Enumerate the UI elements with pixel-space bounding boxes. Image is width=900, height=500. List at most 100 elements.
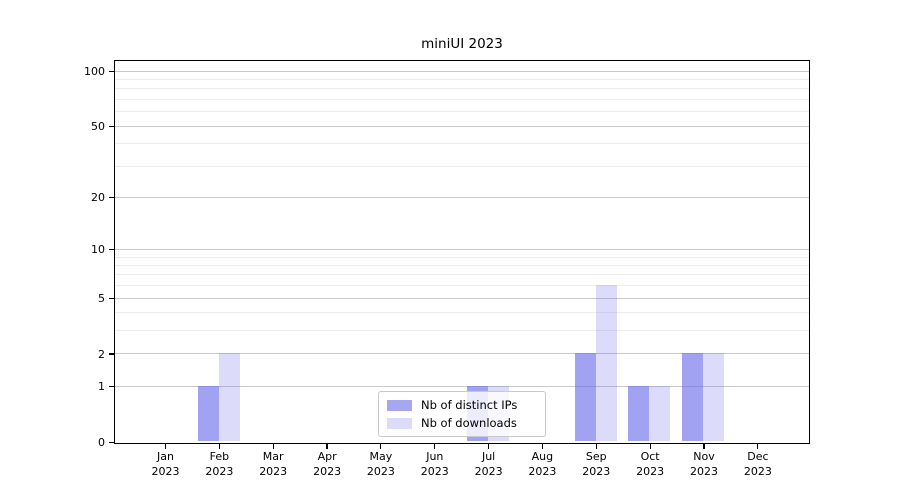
x-tick-label-sep: Sep 2023: [568, 450, 624, 479]
gridline-y-80: [115, 88, 809, 90]
gridline-y-10: [115, 248, 809, 250]
gridline-y-9: [115, 256, 809, 258]
y-tick-label-0: 0: [98, 435, 105, 449]
y-tick-mark-20: [109, 197, 114, 199]
x-tick-year: 2023: [636, 464, 665, 478]
chart-title: miniUI 2023: [421, 36, 503, 52]
y-tick-label-10: 10: [91, 243, 105, 257]
bar-sep-distinct-ips: [574, 353, 596, 442]
bar-nov-downloads: [703, 353, 725, 442]
gridline-y-8: [115, 264, 809, 266]
x-tick-year: 2023: [743, 464, 772, 478]
y-tick-mark-100: [109, 70, 114, 73]
x-tick-month: Dec: [747, 450, 769, 463]
x-tick-label-apr: Apr 2023: [299, 450, 355, 479]
x-tick-month: Aug: [531, 450, 554, 463]
gridline-y-90: [115, 79, 809, 81]
x-tick-month: Mar: [262, 450, 284, 463]
y-tick-label-5: 5: [98, 291, 105, 305]
gridline-y-50: [115, 125, 809, 127]
y-tick-label-20: 20: [91, 191, 105, 205]
x-tick-year: 2023: [313, 464, 342, 478]
y-tick-label-100: 100: [84, 65, 105, 78]
x-tick-year: 2023: [151, 464, 180, 478]
y-tick-mark-10: [109, 249, 114, 251]
legend-label: Nb of downloads: [421, 416, 517, 430]
x-tick-year: 2023: [205, 464, 234, 478]
x-tick-label-mar: Mar 2023: [245, 450, 301, 479]
x-tick-year: 2023: [690, 464, 718, 478]
x-tick-month: Apr: [317, 450, 337, 463]
x-tick-label-aug: Aug 2023: [514, 450, 570, 479]
x-tick-mark-oct: [649, 444, 651, 449]
x-tick-mark-jan: [164, 444, 167, 449]
y-tick-mark-2: [109, 353, 114, 355]
x-tick-year: 2023: [420, 464, 449, 478]
x-tick-label-jul: Jul 2023: [461, 450, 517, 479]
legend-item-downloads: Nb of downloads: [387, 416, 537, 430]
y-tick-label-1: 1: [98, 380, 105, 393]
x-tick-mark-dec: [757, 444, 759, 449]
x-tick-month: Feb: [209, 450, 230, 463]
x-tick-mark-apr: [326, 444, 328, 449]
y-tick-label-2: 2: [98, 347, 105, 361]
gridline-y-6: [115, 285, 809, 287]
x-tick-month: Nov: [693, 450, 715, 463]
y-tick-mark-5: [109, 297, 114, 299]
plot-area: Nb of distinct IPs Nb of downloads: [114, 60, 810, 444]
gridline-y-3: [115, 330, 809, 332]
x-tick-mark-jun: [434, 444, 436, 449]
x-tick-year: 2023: [366, 464, 395, 478]
x-tick-mark-feb: [218, 444, 220, 449]
x-tick-mark-aug: [541, 444, 543, 449]
x-tick-month: Jun: [426, 450, 444, 463]
gridline-y-2: [115, 353, 809, 355]
x-tick-year: 2023: [528, 464, 557, 478]
y-tick-mark-0: [109, 441, 114, 443]
y-tick-label-50: 50: [91, 119, 105, 133]
x-tick-label-feb: Feb 2023: [191, 450, 247, 479]
bar-nov-distinct-ips: [682, 353, 704, 442]
x-tick-mark-nov: [703, 444, 705, 449]
bar-feb-downloads: [218, 353, 240, 442]
bar-feb-distinct-ips: [197, 385, 219, 442]
x-tick-year: 2023: [582, 464, 611, 478]
x-tick-month: Oct: [640, 450, 660, 463]
gridline-y-20: [115, 196, 809, 198]
x-tick-label-jan: Jan 2023: [138, 450, 194, 479]
gridline-y-1: [115, 385, 809, 387]
gridline-y-30: [115, 165, 809, 167]
gridline-y-70: [115, 99, 809, 100]
legend: Nb of distinct IPs Nb of downloads: [378, 391, 546, 437]
bar-oct-distinct-ips: [628, 385, 650, 442]
x-tick-mark-sep: [595, 444, 597, 449]
legend-swatch-downloads-icon: [387, 417, 412, 429]
x-tick-label-may: May 2023: [353, 450, 409, 479]
legend-swatch-distinct-ips-icon: [387, 399, 412, 411]
x-tick-mark-may: [380, 444, 382, 449]
x-tick-mark-mar: [272, 444, 274, 449]
gridline-y-7: [115, 274, 809, 276]
bar-oct-downloads: [649, 385, 671, 442]
gridline-y-5: [115, 297, 809, 299]
x-tick-year: 2023: [259, 464, 288, 478]
legend-item-distinct-ips: Nb of distinct IPs: [387, 398, 537, 412]
bar-sep-downloads: [595, 285, 617, 442]
x-tick-month: Jul: [481, 450, 496, 463]
x-tick-label-dec: Dec 2023: [730, 450, 786, 479]
x-tick-year: 2023: [474, 464, 503, 478]
gridline-y-60: [115, 111, 809, 113]
x-tick-mark-jul: [488, 444, 490, 449]
legend-label: Nb of distinct IPs: [421, 398, 518, 412]
y-tick-mark-1: [109, 385, 114, 388]
gridline-y-100: [115, 70, 809, 72]
x-tick-month: Jan: [157, 450, 174, 463]
x-tick-label-jun: Jun 2023: [407, 450, 463, 479]
y-tick-mark-50: [109, 125, 114, 127]
x-tick-label-oct: Oct 2023: [622, 450, 678, 479]
x-tick-month: May: [369, 450, 393, 463]
gridline-y-4: [115, 312, 809, 314]
gridline-y-40: [115, 143, 809, 145]
x-tick-label-nov: Nov 2023: [676, 450, 732, 479]
